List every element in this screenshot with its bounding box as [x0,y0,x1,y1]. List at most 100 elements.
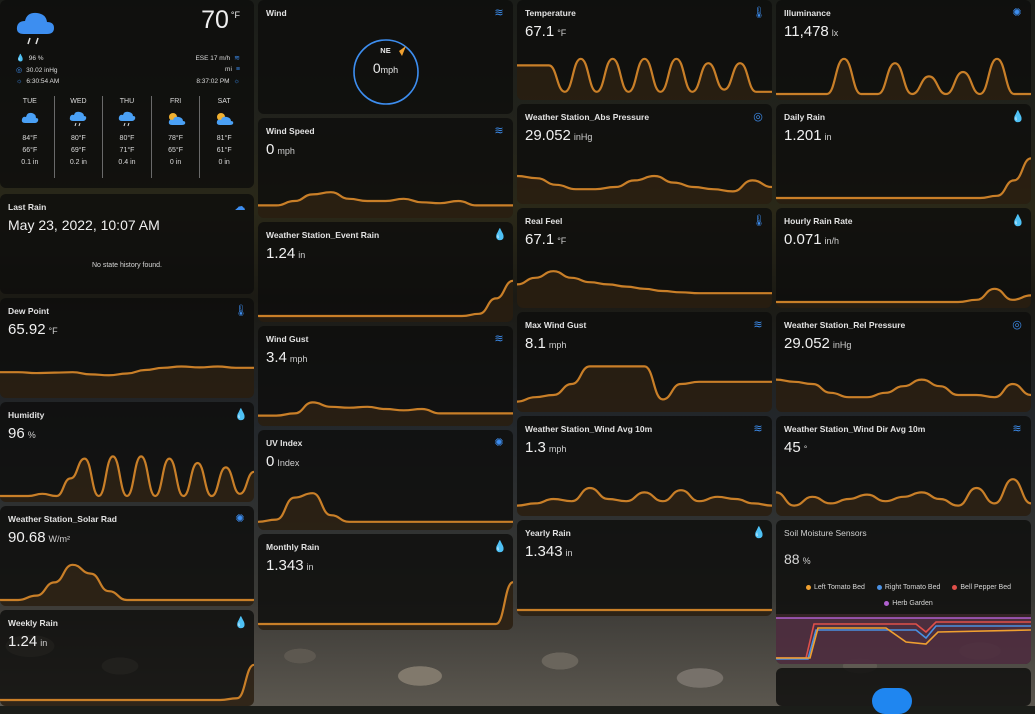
wind-speed-card[interactable]: Wind Speed ≋ 0 mph [258,118,513,218]
sparkline-line [776,287,1031,304]
forecast-day-name: SAT [217,98,231,105]
forecast-precip: 0.2 in [69,159,87,166]
real-feel-card[interactable]: Real Feel 🌡 67.1 °F [517,208,772,308]
gauge-icon: ◎ [1012,319,1022,331]
fog-icon: ≡ [235,66,240,73]
sparkline-area [776,158,1031,204]
sparkline-chart [517,365,772,412]
forecast-high: 78°F [168,135,184,142]
sparkline-chart [258,279,513,322]
sparkline-area [517,366,772,412]
card-title: Dew Point [8,306,50,316]
card-title: Wind Gust [266,334,309,344]
sensor-value: 96% [8,425,36,442]
legend-item[interactable]: Left Tomato Bed [806,580,865,596]
wind-dir-card[interactable]: Weather Station_Wind Dir Avg 10m ≋ 45 ° [776,416,1031,516]
solar-rad-card[interactable]: Weather Station_Solar Rad ✺ 90.68 W/m² [0,506,254,606]
sparkline-area [776,379,1031,412]
sparkline-line [776,478,1031,507]
floating-action-button[interactable] [872,688,912,714]
sparkline-line [0,663,254,702]
card-title: Weather Station_Event Rain [266,230,380,240]
legend-dot [876,584,882,590]
forecast-low: 69°F [70,147,86,154]
dew-point-card[interactable]: Dew Point 🌡 65.92 °F [0,298,254,398]
sparkline-line [776,157,1031,200]
weather-forecast-card[interactable]: 70 °F 💧 96 % ◎ 30.02 inHg ☼ 6:30:54 AM ESE 1… [0,0,254,188]
sparkline-line [517,57,772,93]
sparkline-area [258,493,513,530]
sparkline-line [0,563,254,602]
humidity-card[interactable]: Humidity 💧 96% [0,402,254,502]
hourly-rain-card[interactable]: Hourly Rain Rate 💧 0.071 in/h [776,208,1031,308]
card-title: Soil Moisture Sensors [784,528,867,538]
wind-gust-card[interactable]: Wind Gust ≋ 3.4 mph [258,326,513,426]
card-title: Yearly Rain [525,528,571,538]
sparkline-chart [258,401,513,426]
wind-icon: ≋ [494,7,504,19]
sensor-value: 1.24 in [266,245,306,262]
sparkline-chart [517,486,772,516]
daily-rain-card[interactable]: Daily Rain 💧 1.201 in [776,104,1031,204]
sparkline-chart [258,191,513,218]
wind-stat: ESE 17 m/h ≋ [195,55,240,62]
soil-chart [776,614,1031,664]
card-title: Last Rain [8,202,47,212]
legend-item[interactable]: Bell Pepper Bed [952,580,1011,596]
last-rain-value: May 23, 2022, 10:07 AM [8,217,160,233]
sparkline-chart [776,57,1031,100]
sunset-icon: ☼ [233,78,240,85]
event-rain-card[interactable]: Weather Station_Event Rain 💧 1.24 in [258,222,513,322]
pressure-stat: ◎ 30.02 inHg [16,67,58,74]
sensor-value: 1.24 in [8,633,48,650]
wind-icon: ≋ [753,319,763,331]
card-title: Weather Station_Abs Pressure [525,112,650,122]
legend-item[interactable]: Right Tomato Bed [876,580,940,596]
sparkline-area [258,192,513,218]
abs-pressure-card[interactable]: Weather Station_Abs Pressure ◎ 29.052 inHg [517,104,772,204]
yearly-rain-card[interactable]: Yearly Rain 💧 1.343 in [517,520,772,616]
legend-item[interactable]: Herb Garden [884,596,933,612]
visibility-stat: mi ≡ [225,66,240,73]
sparkline-chart [517,57,772,100]
soil-legend: Left Tomato Bed Right Tomato Bed Bell Pepp… [790,580,1027,612]
sensor-value: 1.343 in [525,543,573,560]
monthly-rain-card[interactable]: Monthly Rain 💧 1.343 in [258,534,513,630]
wind-avg-card[interactable]: Weather Station_Wind Avg 10m ≋ 1.3 mph [517,416,772,516]
drop-icon: 💧 [16,55,25,62]
soil-moisture-card[interactable]: Soil Moisture Sensors 88% Left Tomato Be… [776,520,1031,664]
wind-compass-card[interactable]: Wind ≋ NE 0mph [258,0,513,114]
temperature-card[interactable]: Temperature 🌡 67.1 °F [517,0,772,100]
sparkline-line [776,57,1031,96]
sparkline-chart [258,581,513,630]
weekly-rain-card[interactable]: Weekly Rain 💧 1.24 in [0,610,254,706]
forecast-day: THU 80°F 71°F 0.4 in [102,96,151,178]
cloud-upload-icon: ☁ [234,201,246,213]
sparkline-chart [776,287,1031,308]
sparkline-area [0,456,254,502]
sensor-value: 67.1 °F [525,231,567,248]
forecast-day-name: THU [119,98,135,105]
sparkline-chart [517,174,772,204]
forecast-precip: 0.1 in [21,159,39,166]
drop-icon: 💧 [752,527,766,539]
uv-index-card[interactable]: UV Index ✺ 0 Index [258,430,513,530]
thermometer-icon: 🌡 [234,305,248,317]
wind-icon: ≋ [234,55,240,62]
sparkline-chart [776,478,1031,516]
sparkline-line [776,378,1031,399]
sensor-value: 3.4 mph [266,349,308,366]
forecast-day-name: TUE [22,98,37,105]
forecast-precip: 0 in [169,159,182,166]
card-title: Illuminance [784,8,831,18]
wind-icon: ≋ [494,333,504,345]
sparkline-area [517,58,772,100]
rel-pressure-card[interactable]: Weather Station_Rel Pressure ◎ 29.052 inHg [776,312,1031,412]
last-rain-card[interactable]: Last Rain ☁ May 23, 2022, 10:07 AM No st… [0,194,254,294]
sparkline-line [517,270,772,295]
partly-cloudy-icon [200,111,248,129]
wind-icon: ≋ [1012,423,1022,435]
max-wind-gust-card[interactable]: Max Wind Gust ≋ 8.1 mph [517,312,772,412]
illuminance-card[interactable]: Illuminance ✺ 11,478 lx [776,0,1031,100]
wind-icon: ≋ [753,423,763,435]
